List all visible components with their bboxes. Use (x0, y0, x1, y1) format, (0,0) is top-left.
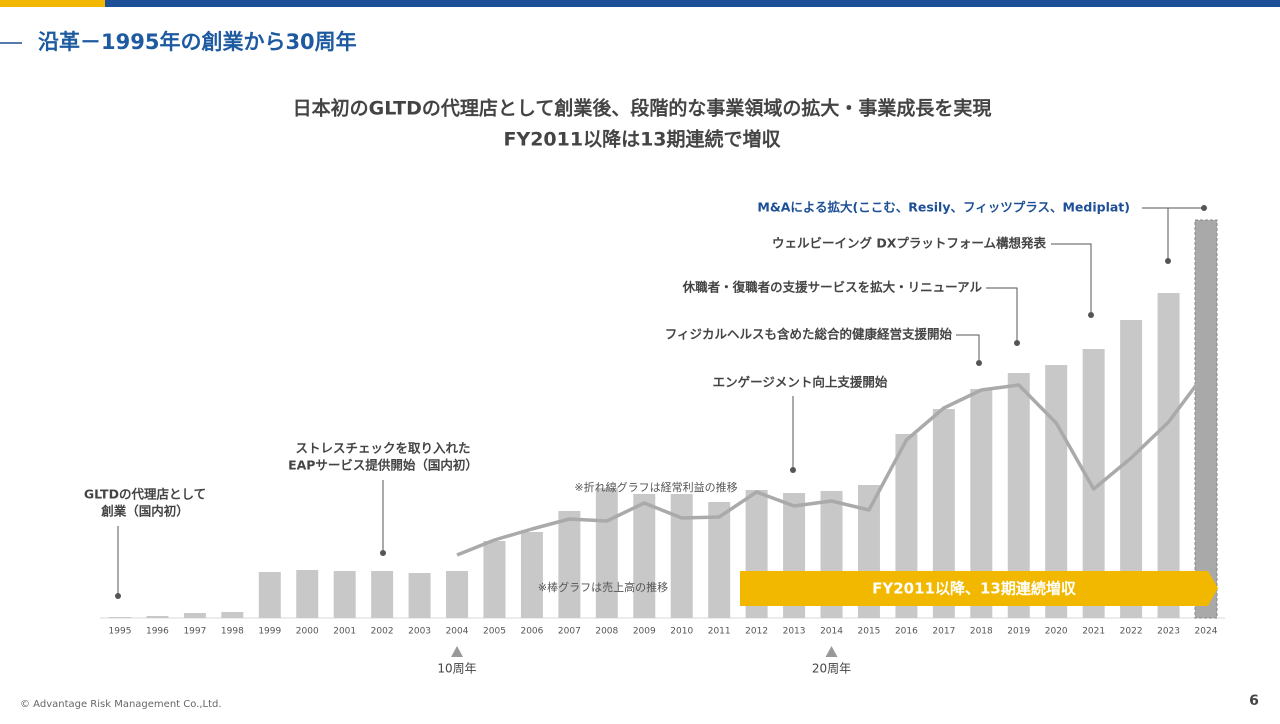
leader-dot (1165, 258, 1171, 264)
x-tick-label: 2003 (408, 627, 431, 637)
leader-dot (1014, 340, 1020, 346)
x-tick-label: 2011 (708, 627, 731, 637)
bar (109, 617, 131, 618)
bar (258, 572, 281, 618)
page-number: 6 (1249, 693, 1259, 709)
bar (708, 502, 731, 618)
x-tick-label: 2023 (1157, 627, 1180, 637)
x-tick-label: 2021 (1082, 627, 1105, 637)
x-tick-label: 2009 (633, 627, 656, 637)
bar (221, 612, 244, 618)
chart-note: ※棒グラフは売上高の推移 (538, 580, 668, 594)
bar (1120, 320, 1143, 618)
subtitle: FY2011以降は13期連続で増収 (503, 128, 781, 151)
leader-line (1051, 243, 1092, 315)
leader-dot (115, 593, 121, 599)
bar (146, 616, 169, 618)
bar (371, 571, 394, 618)
x-tick-label: 2004 (446, 627, 469, 637)
bar (333, 571, 356, 618)
leader-line (956, 334, 980, 363)
bar (1045, 365, 1068, 618)
banner-text: FY2011以降、13期連続増収 (872, 580, 1077, 598)
annotation: ストレスチェックを取り入れた (295, 441, 470, 456)
x-tick-label: 2019 (1007, 627, 1030, 637)
bar (1194, 219, 1218, 619)
x-tick-label: 1995 (109, 627, 132, 637)
top-bar (105, 0, 1280, 7)
x-tick-label: 1999 (258, 627, 281, 637)
profit-line (456, 370, 1208, 557)
x-tick-label: 2016 (895, 627, 918, 637)
x-tick-label: 2008 (595, 627, 618, 637)
x-tick-label: 2007 (558, 627, 581, 637)
annotation: ウェルビーイング DXプラットフォーム構想発表 (772, 236, 1046, 251)
annotation: EAPサービス提供開始（国内初） (288, 458, 478, 473)
bar (446, 571, 469, 618)
chart-note: ※折れ線グラフは経常利益の推移 (574, 480, 737, 494)
x-tick-label: 1997 (183, 627, 206, 637)
x-tick-label: 2015 (858, 627, 881, 637)
x-tick-label: 2024 (1195, 627, 1218, 637)
bar (1157, 293, 1180, 618)
bar (520, 532, 543, 618)
page-title: 沿革－1995年の創業から30周年 (38, 30, 357, 54)
x-tick-label: 2020 (1045, 627, 1068, 637)
bar (408, 573, 431, 618)
annotation: 創業（国内初） (100, 504, 189, 519)
annotation: フィジカルヘルスも含めた総合的健康経営支援開始 (665, 327, 953, 342)
bar (296, 570, 319, 618)
leader-dot (1201, 205, 1207, 211)
milestone-marker (451, 646, 464, 657)
bar (670, 494, 693, 618)
annotation: エンゲージメント向上支援開始 (713, 375, 888, 390)
banner-arrow (740, 571, 1218, 606)
x-tick-label: 1998 (221, 627, 244, 637)
bar (970, 389, 993, 618)
bar (558, 511, 581, 618)
x-tick-label: 2005 (483, 627, 506, 637)
milestone-label: 10周年 (437, 662, 476, 676)
bar (1082, 349, 1105, 618)
milestone-marker (825, 646, 838, 657)
x-tick-label: 2022 (1120, 627, 1143, 637)
x-tick-label: 2012 (745, 627, 768, 637)
bar (932, 409, 955, 618)
bar (1007, 373, 1030, 618)
top-bar-accent (0, 0, 105, 7)
annotation: GLTDの代理店として (84, 487, 206, 502)
x-tick-label: 2010 (670, 627, 693, 637)
leader-dot (790, 467, 796, 473)
x-tick-label: 2013 (783, 627, 806, 637)
bar (183, 613, 206, 618)
x-tick-label: 2018 (970, 627, 993, 637)
bar (483, 541, 506, 618)
bar (595, 488, 618, 618)
x-tick-label: 2006 (520, 627, 543, 637)
leader-dot (380, 550, 386, 556)
leader-dot (976, 360, 982, 366)
x-tick-label: 2001 (333, 627, 356, 637)
milestone-label: 20周年 (812, 662, 851, 676)
x-tick-label: 1996 (146, 627, 169, 637)
subtitle: 日本初のGLTDの代理店として創業後、段階的な事業領域の拡大・事業成長を実現 (293, 97, 992, 120)
bar (633, 494, 656, 618)
leader-dot (1088, 312, 1094, 318)
annotation: M&Aによる拡大(ここむ、Resily、フィッツプラス、Mediplat) (757, 200, 1130, 215)
x-tick-label: 2000 (296, 627, 319, 637)
annotation: 休職者・復職者の支援サービスを拡大・リニューアル (682, 280, 983, 295)
x-tick-label: 2014 (820, 627, 843, 637)
copyright: © Advantage Risk Management Co.,Ltd. (20, 699, 222, 710)
leader-line (986, 287, 1018, 343)
x-tick-label: 2017 (932, 627, 955, 637)
x-tick-label: 2002 (371, 627, 394, 637)
